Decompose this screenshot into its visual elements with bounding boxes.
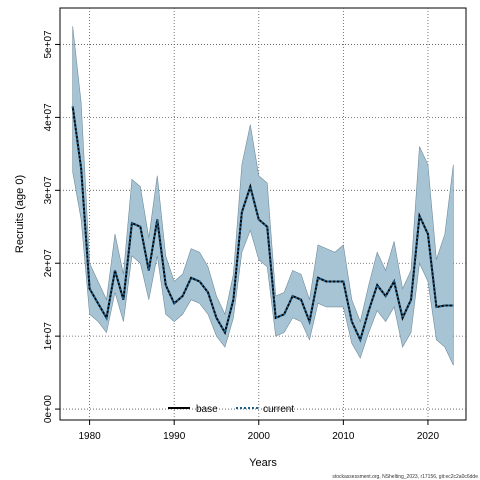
y-tick-label: 3e+07 xyxy=(43,176,54,205)
x-tick-label: 1980 xyxy=(78,431,101,442)
x-tick-label: 2010 xyxy=(332,431,355,442)
y-tick-label: 0e+00 xyxy=(43,395,54,424)
y-tick-label: 4e+07 xyxy=(43,103,54,132)
x-tick-label: 2020 xyxy=(417,431,440,442)
legend-label-base: base xyxy=(196,404,218,415)
x-axis-title: Years xyxy=(249,457,277,469)
series-line-current xyxy=(71,106,454,343)
footnote: stockassessment.org, NShelting_2023, r17… xyxy=(332,474,478,480)
y-tick-label: 2e+07 xyxy=(43,249,54,278)
plot-frame xyxy=(59,7,467,421)
confidence-band xyxy=(72,26,454,366)
y-axis: 0e+00 1e+07 2e+07 3e+07 4e+07 5e+07 xyxy=(43,30,60,423)
x-tick-label: 1990 xyxy=(163,431,186,442)
x-axis: 1980 1990 2000 2010 2020 xyxy=(78,420,439,442)
legend: base current xyxy=(168,404,294,415)
y-axis-title: Recruits (age 0) xyxy=(14,175,26,253)
legend-label-current: current xyxy=(263,404,294,415)
x-tick-label: 2000 xyxy=(248,431,271,442)
y-tick-label: 5e+07 xyxy=(43,30,54,59)
y-tick-label: 1e+07 xyxy=(43,322,54,351)
